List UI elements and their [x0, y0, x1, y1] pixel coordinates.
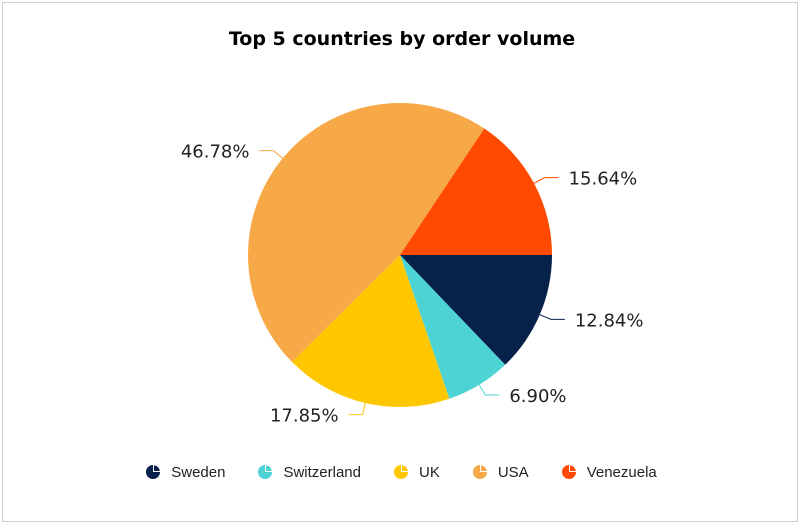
- legend-label: Sweden: [171, 463, 226, 481]
- leader-line-switzerland: [478, 384, 500, 396]
- pie-chart-icon: [394, 465, 408, 479]
- pie-slice-usa[interactable]: [248, 102, 485, 362]
- leader-line-usa: [259, 150, 284, 159]
- data-label-uk: 17.85%: [270, 406, 339, 427]
- pie-chart-icon: [561, 465, 576, 479]
- data-labels: 12.84% 6.90% 17.85% 46.78% 15.64%: [181, 142, 644, 427]
- pie-slice-uk[interactable]: [291, 255, 450, 407]
- legend-label: Switzerland: [283, 463, 361, 481]
- pie-slice-switzerland[interactable]: [400, 255, 506, 399]
- legend-label: Venezuela: [586, 463, 657, 481]
- leader-line-sweden: [539, 314, 565, 320]
- legend-item-venezuela[interactable]: Venezuela: [561, 464, 657, 481]
- legend-item-uk[interactable]: UK: [393, 464, 440, 481]
- pie-chart-icon: [472, 465, 487, 479]
- data-label-switzerland: 6.90%: [509, 386, 566, 407]
- chart-svg: Top 5 countries by order volume 12.84% 6.…: [181, 28, 644, 427]
- pie-chart-icon: [146, 465, 161, 479]
- legend-label: UK: [419, 463, 440, 481]
- leader-line-uk: [348, 402, 366, 416]
- legend: Sweden Switzerland UK USA Venezuela: [3, 458, 799, 486]
- chart-title: Top 5 countries by order volume: [229, 28, 575, 50]
- legend-item-usa[interactable]: USA: [472, 464, 529, 481]
- legend-item-switzerland[interactable]: Switzerland: [257, 464, 361, 481]
- data-label-usa: 46.78%: [181, 142, 250, 163]
- legend-label: USA: [497, 463, 529, 481]
- pie-slice-sweden[interactable]: [400, 255, 552, 365]
- data-label-sweden: 12.84%: [575, 310, 644, 331]
- pie-chart-icon: [258, 465, 273, 479]
- pie-slices: [248, 102, 552, 407]
- pie-slice-venezuela[interactable]: [400, 128, 552, 255]
- data-label-venezuela: 15.64%: [569, 169, 638, 190]
- leader-lines: [259, 150, 565, 416]
- legend-item-sweden[interactable]: Sweden: [145, 464, 225, 481]
- leader-line-venezuela: [533, 177, 559, 184]
